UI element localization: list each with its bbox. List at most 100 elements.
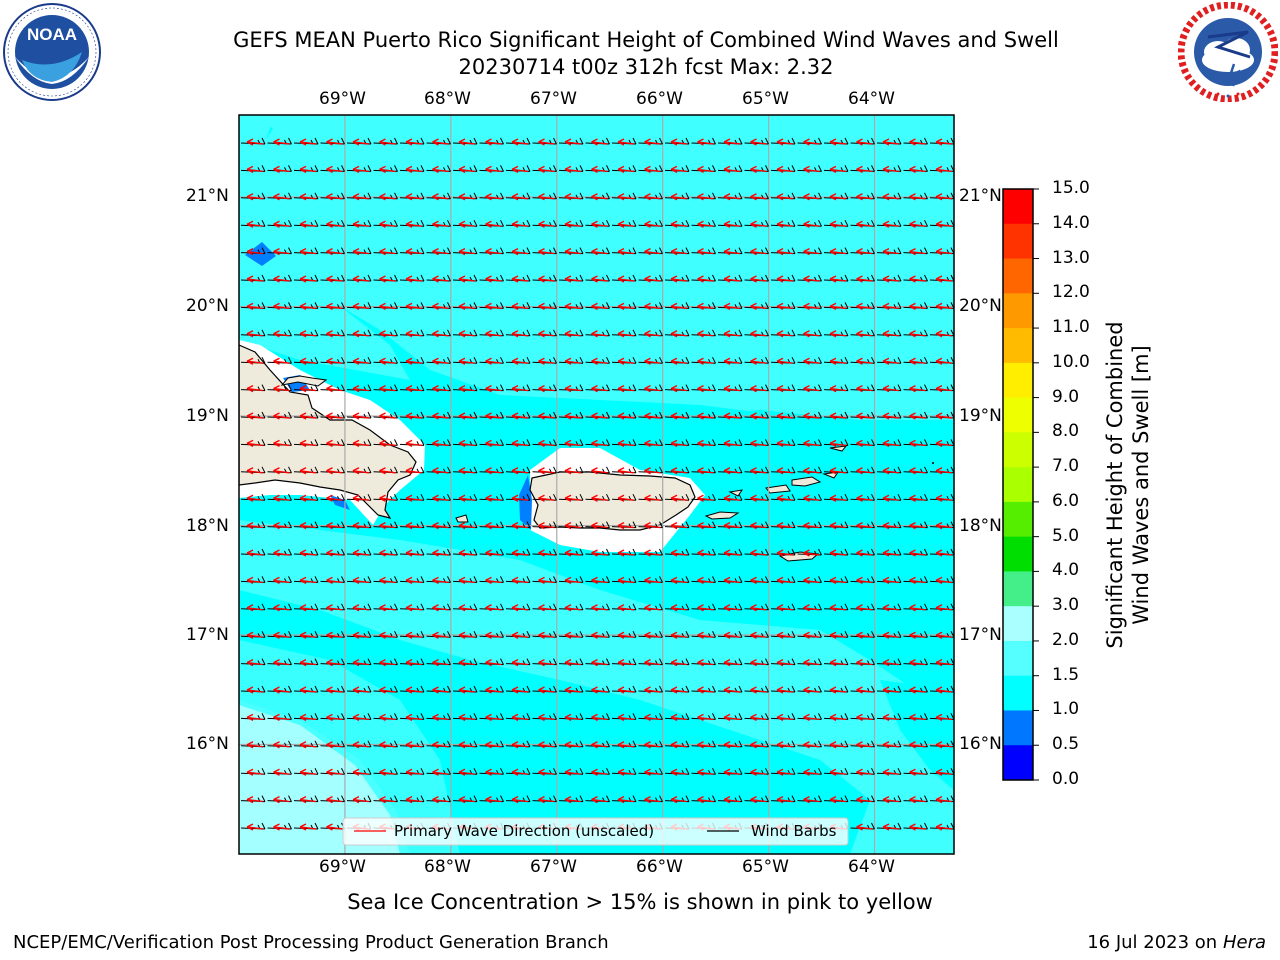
wave-direction-arrow [379,193,396,201]
wave-direction-arrow [882,220,900,228]
wind-barb [320,521,345,530]
wind-barb [717,576,743,585]
wind-barb [558,329,584,338]
wave-direction-arrow [591,686,608,694]
wind-barb [611,356,637,365]
wave-direction-arrow [352,247,370,256]
wave-direction-arrow [617,795,635,804]
wave-direction-arrow [352,604,370,612]
wave-direction-arrow [246,439,264,448]
colorbar-segment [1003,362,1033,399]
wave-direction-arrow [697,549,714,557]
wave-direction-arrow [485,357,502,365]
wave-direction-arrow [511,795,529,804]
wind-barb [638,466,663,475]
wind-barb [797,411,822,420]
wind-barb [664,411,690,420]
wind-barb [850,274,875,283]
wave-direction-arrow [485,576,502,585]
wind-barb [903,548,928,557]
wave-direction-arrow [909,768,926,776]
wave-direction-arrow [432,220,449,228]
wind-barb [426,165,451,174]
wave-direction-arrow [829,521,847,530]
wind-barb [320,685,345,694]
wind-barb [797,576,822,585]
wave-direction-arrow [750,193,767,201]
wave-direction-arrow [379,686,396,694]
wave-direction-arrow [617,384,635,393]
wind-barb [373,713,398,722]
wind-barb [558,630,584,639]
wind-barb [876,576,902,585]
wind-barb [240,548,266,557]
wave-direction-arrow [803,220,820,228]
colorbar-tick-label: 10.0 [1052,351,1090,372]
wave-direction-arrow [856,494,873,502]
wind-barb [903,329,928,338]
wind-barb [850,466,875,475]
wind-barb [373,192,398,201]
wave-direction-arrow [697,330,714,338]
wind-barb [532,192,557,201]
wind-barb [585,767,610,776]
wind-barb [452,384,478,393]
wave-direction-arrow [299,247,317,256]
wave-direction-arrow [670,741,688,749]
land-sombrero [932,462,934,464]
wind-barb [373,466,398,475]
wind-barb [744,137,769,146]
wind-barb [320,740,345,749]
wind-barb [399,302,425,311]
wave-direction-arrow [273,549,290,557]
wave-direction-arrow [538,330,555,338]
wave-direction-arrow [697,741,714,749]
wave-direction-arrow [670,521,688,530]
wave-direction-arrow [485,275,502,283]
wind-barb [293,384,319,393]
wave-direction-arrow [405,686,423,694]
wave-direction-arrow [670,658,688,667]
wave-direction-arrow [405,193,423,201]
wind-barb [664,630,690,639]
wind-barb [320,767,345,776]
wind-barb [267,576,292,585]
colorbar-segment [1003,432,1033,468]
wave-direction-arrow [617,467,635,475]
wave-direction-arrow [299,631,317,639]
wave-direction-arrow [591,220,608,228]
wave-direction-arrow [432,795,449,804]
wave-direction-arrow [617,521,635,530]
wave-direction-arrow [405,795,423,804]
wind-barb [373,411,398,420]
wave-direction-arrow [538,357,555,365]
wind-barb [664,439,690,448]
wind-barb [452,329,478,338]
wave-direction-arrow [511,494,529,502]
wave-direction-arrow [246,357,264,365]
wind-barb [585,576,610,585]
wave-direction-arrow [882,412,900,420]
wind-barb [320,274,345,283]
wind-barb [770,192,796,201]
wind-barb [293,356,319,365]
wind-barb [558,384,584,393]
wind-barb [399,658,425,667]
wave-direction-arrow [564,631,582,639]
wave-direction-arrow [591,193,608,201]
wind-barb [346,685,372,694]
wave-direction-arrow [538,741,555,749]
wind-barb [638,247,663,256]
wind-barb [744,493,769,502]
wind-barb [479,439,504,448]
wave-direction-arrow [511,713,529,722]
wave-direction-arrow [670,713,688,722]
wave-direction-arrow [776,713,794,722]
wave-direction-arrow [485,521,502,530]
wave-direction-arrow [803,549,820,557]
wind-barb [903,685,928,694]
wind-barb [876,521,902,530]
wind-barb [558,685,584,694]
wind-barb [320,219,345,228]
wind-barb [850,439,875,448]
